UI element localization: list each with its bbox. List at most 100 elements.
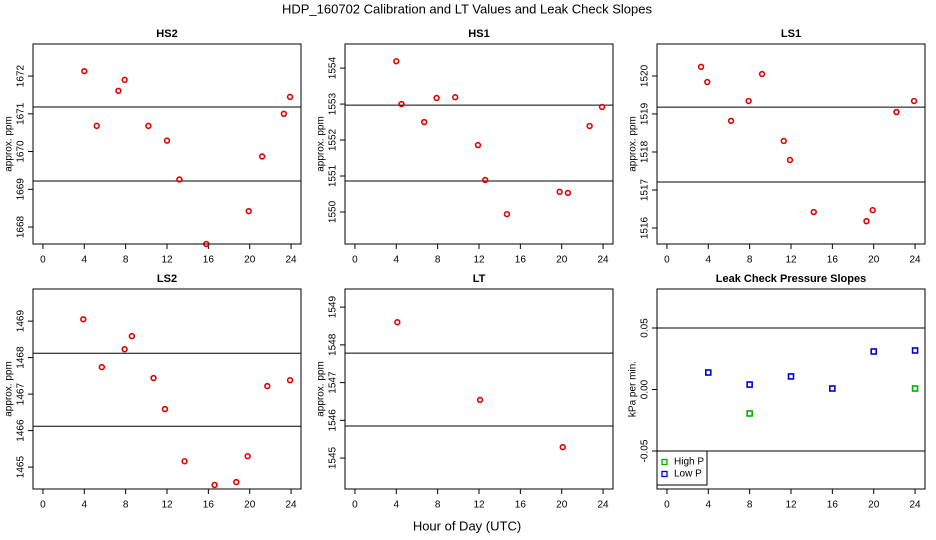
y-tick-label: 1548	[328, 333, 339, 356]
y-tick-label: 0.05	[640, 318, 651, 338]
y-tick-label: 1467	[16, 383, 27, 406]
point	[556, 188, 563, 196]
y-tick-label: 1519	[640, 102, 651, 125]
x-tick-label: 24	[286, 255, 298, 266]
x-tick-label: 12	[161, 255, 173, 266]
point	[559, 443, 566, 451]
x-tick-label: 0	[664, 500, 670, 511]
x-tick-label: 4	[394, 500, 400, 511]
point	[264, 382, 271, 390]
point	[745, 97, 752, 105]
x-tick-label: 20	[868, 500, 880, 511]
x-tick-label: 4	[82, 500, 88, 511]
point	[503, 210, 511, 218]
point	[393, 58, 400, 65]
point	[145, 122, 152, 130]
x-tick-label: 16	[203, 255, 215, 266]
y-tick-label: 1671	[16, 102, 27, 125]
x-tick-label: 0	[352, 255, 358, 266]
point	[910, 97, 918, 105]
panel-title: HS2	[156, 28, 177, 40]
y-tick-label: 1553	[328, 93, 339, 116]
y-axis-label: approx. ppm	[4, 361, 15, 417]
y-tick-label: 1551	[328, 164, 339, 187]
y-tick-label: 1549	[328, 296, 339, 319]
y-tick-label: 1545	[328, 446, 339, 469]
point	[482, 176, 489, 184]
x-tick-label: 16	[203, 500, 215, 511]
point	[697, 63, 705, 71]
legend-swatch	[661, 458, 668, 466]
y-tick-label: 0.00	[640, 379, 651, 399]
panel-title: LT	[473, 273, 486, 285]
x-tick-label: 20	[556, 255, 568, 266]
x-tick-label: 20	[556, 500, 568, 511]
point	[245, 207, 252, 215]
x-tick-label: 24	[910, 500, 922, 511]
x-tick-label: 20	[868, 255, 880, 266]
point	[746, 381, 753, 388]
x-tick-label: 12	[473, 500, 485, 511]
point	[398, 100, 405, 108]
x-tick-label: 16	[827, 255, 839, 266]
point	[161, 405, 169, 413]
panel: LS1 approx. ppm 0 4 8 12 16 20 24 1516 1517 1518 151…	[628, 28, 926, 266]
point	[829, 385, 836, 392]
x-tick-label: 4	[706, 255, 712, 266]
y-tick-label: 1520	[640, 64, 651, 87]
point	[244, 452, 251, 460]
point	[476, 396, 484, 404]
x-tick-label: 0	[664, 255, 670, 266]
point	[394, 319, 401, 326]
x-tick-label: 8	[747, 255, 753, 266]
x-tick-label: 24	[598, 500, 610, 511]
point	[181, 458, 188, 465]
panel: HS1 approx. ppm 0 4 8 12 16 20 24 1550 1551 1552 155…	[316, 28, 614, 266]
y-tick-label: -0.05	[640, 439, 651, 462]
y-tick-label: 1550	[328, 200, 339, 223]
x-tick-label: 24	[598, 255, 610, 266]
y-tick-label: 1469	[16, 310, 27, 333]
point	[727, 117, 735, 125]
figure-title: HDP_160702 Calibration and LT Values and…	[282, 1, 653, 16]
x-axis-label: Hour of Day (UTC)	[413, 518, 521, 533]
point	[128, 332, 136, 340]
point	[787, 373, 795, 380]
x-tick-label: 4	[394, 255, 400, 266]
x-tick-label: 24	[286, 500, 298, 511]
y-tick-label: 1517	[640, 178, 651, 201]
point	[421, 118, 428, 126]
point	[121, 76, 128, 84]
point	[704, 369, 712, 376]
plot-frame	[32, 288, 302, 490]
panel: HS2 approx. ppm 0 4 8 12 16 20 24 1668 1669 1670 167…	[4, 28, 302, 266]
y-tick-label: 1546	[328, 409, 339, 432]
y-axis-label: approx. ppm	[628, 116, 639, 172]
point	[452, 94, 459, 101]
point	[780, 137, 787, 145]
plot-frame	[656, 288, 926, 490]
point	[869, 206, 876, 214]
x-tick-label: 8	[747, 500, 753, 511]
y-axis-label: approx. ppm	[316, 361, 327, 417]
x-tick-label: 20	[244, 255, 256, 266]
x-tick-label: 4	[706, 500, 712, 511]
point	[433, 94, 440, 102]
point	[93, 122, 100, 130]
y-tick-label: 1547	[328, 371, 339, 394]
legend-box	[656, 450, 708, 486]
point	[586, 122, 593, 130]
x-tick-label: 12	[785, 500, 797, 511]
y-tick-label: 1670	[16, 140, 27, 163]
legend-label: High P	[674, 457, 704, 468]
point	[598, 103, 606, 111]
x-tick-label: 0	[352, 500, 358, 511]
x-tick-label: 0	[40, 255, 46, 266]
panel: Leak Check Pressure Slopes kPa per min. 0 4…	[628, 273, 926, 511]
point	[150, 374, 157, 382]
point	[286, 377, 294, 384]
x-tick-label: 8	[435, 255, 441, 266]
point	[98, 363, 106, 371]
legend-label: Low P	[674, 469, 702, 480]
